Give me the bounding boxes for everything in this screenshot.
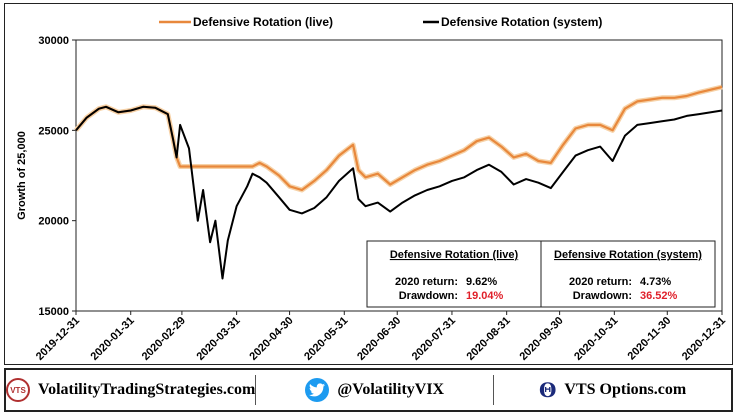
stats-return-label-live: 2020 return: [395,276,458,288]
series-system-line [75,105,723,280]
footer-twitter[interactable]: @VolatilityVIX [256,378,493,402]
x-tick-label: 2020-11-30 [626,315,674,363]
footer-site[interactable]: VTS VolatilityTradingStrategies.com [6,378,255,402]
footer-divider [255,375,257,405]
legend-label: Defensive Rotation (system) [441,15,602,29]
x-tick-label: 2020-08-31 [465,315,513,363]
y-tick-label: 30000 [38,35,69,47]
x-tick-label: 2020-07-31 [410,315,458,363]
stats-header-live: Defensive Rotation (live) [390,249,519,261]
stats-return-label-system: 2020 return: [569,276,632,288]
footer-vts-options-label: VTS Options.com [564,381,687,398]
stats-header-system: Defensive Rotation (system) [554,249,702,261]
plot-area [75,39,723,312]
x-tick-label: 2020-03-31 [194,315,242,363]
x-tick-label: 2020-04-30 [247,315,295,363]
stats-return-value-live: 9.62% [466,276,497,288]
twitter-bird-icon [305,378,330,402]
x-tick-label: 2020-09-30 [517,315,565,363]
footer-vts-options[interactable]: Θ VTS Options.com [494,378,731,402]
footer-twitter-label: @VolatilityVIX [337,381,445,398]
vts-logo-icon: VTS [6,378,30,402]
x-tick-label: 2020-10-31 [572,315,620,363]
theta-icon: Θ [538,378,557,402]
stats-drawdown-value-system: 36.52% [640,290,678,302]
chart-frame: 15000 20000 25000 30000 2019-12-31 2020-01-31… [4,3,733,365]
stats-drawdown-value-live: 19.04% [466,290,504,302]
x-tick-label: 2020-01-31 [89,315,137,363]
footer-bar: VTS VolatilityTradingStrategies.com @Vol… [4,368,733,412]
y-tick-label: 20000 [38,216,69,228]
legend-label: Defensive Rotation (live) [193,15,333,29]
x-tick-label: 2020-06-30 [355,315,403,363]
y-tick-label: 25000 [38,125,69,137]
x-tick-label: 2020-12-31 [680,315,728,363]
y-axis-label: Growth of 25,000 [16,131,28,220]
y-tick-label: 15000 [38,306,69,318]
chart-svg: 15000 20000 25000 30000 2019-12-31 2020-01-31… [16,15,728,363]
x-tick-label: 2020-05-31 [302,315,350,363]
stats-drawdown-label-live: Drawdown: [399,290,458,302]
footer-divider [493,375,495,405]
stats-return-value-system: 4.73% [640,276,671,288]
x-tick-label: 2019-12-31 [34,315,82,363]
x-tick-label: 2020-02-29 [140,315,188,363]
footer-site-label: VolatilityTradingStrategies.com [38,381,256,398]
stats-drawdown-label-system: Drawdown: [573,290,632,302]
